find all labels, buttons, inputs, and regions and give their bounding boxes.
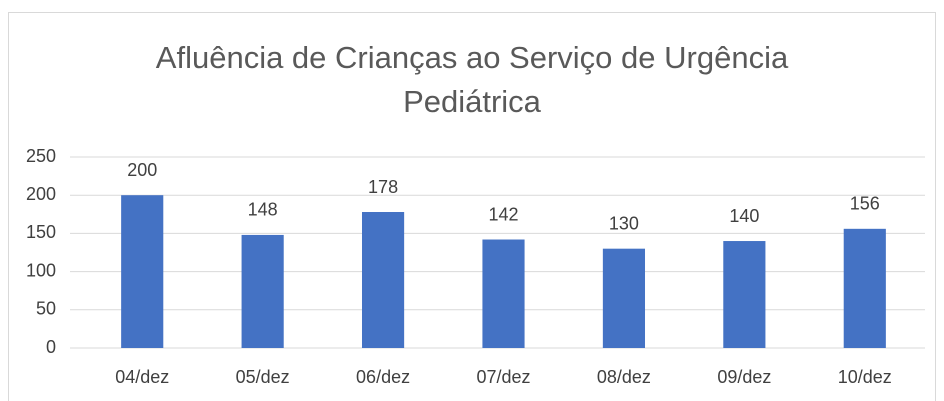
bar bbox=[121, 195, 164, 348]
data-label: 142 bbox=[488, 204, 518, 224]
y-tick-label: 150 bbox=[26, 222, 56, 242]
x-tick-label: 09/dez bbox=[717, 367, 771, 387]
data-label: 148 bbox=[248, 200, 278, 220]
x-tick-label: 05/dez bbox=[236, 367, 290, 387]
data-label: 200 bbox=[127, 160, 157, 180]
y-tick-label: 50 bbox=[36, 299, 56, 319]
y-tick-label: 0 bbox=[46, 337, 56, 357]
data-label: 178 bbox=[368, 177, 398, 197]
chart-title: Afluência de Crianças ao Serviço de Urgê… bbox=[155, 40, 789, 119]
x-tick-label: 07/dez bbox=[476, 367, 530, 387]
y-tick-label: 100 bbox=[26, 260, 56, 280]
data-label: 156 bbox=[850, 194, 880, 214]
x-tick-label: 06/dez bbox=[356, 367, 410, 387]
data-label: 140 bbox=[729, 206, 759, 226]
bar bbox=[482, 239, 525, 348]
y-tick-label: 200 bbox=[26, 184, 56, 204]
y-tick-label: 250 bbox=[26, 146, 56, 166]
bar bbox=[723, 241, 766, 348]
data-label: 130 bbox=[609, 213, 639, 233]
bar bbox=[602, 248, 646, 348]
x-tick-label: 10/dez bbox=[838, 367, 892, 387]
bar bbox=[241, 234, 284, 348]
x-tick-label: 08/dez bbox=[597, 367, 651, 387]
bar bbox=[843, 228, 886, 348]
chart-border bbox=[8, 12, 936, 401]
bar bbox=[361, 212, 405, 348]
x-tick-label: 04/dez bbox=[115, 367, 169, 387]
